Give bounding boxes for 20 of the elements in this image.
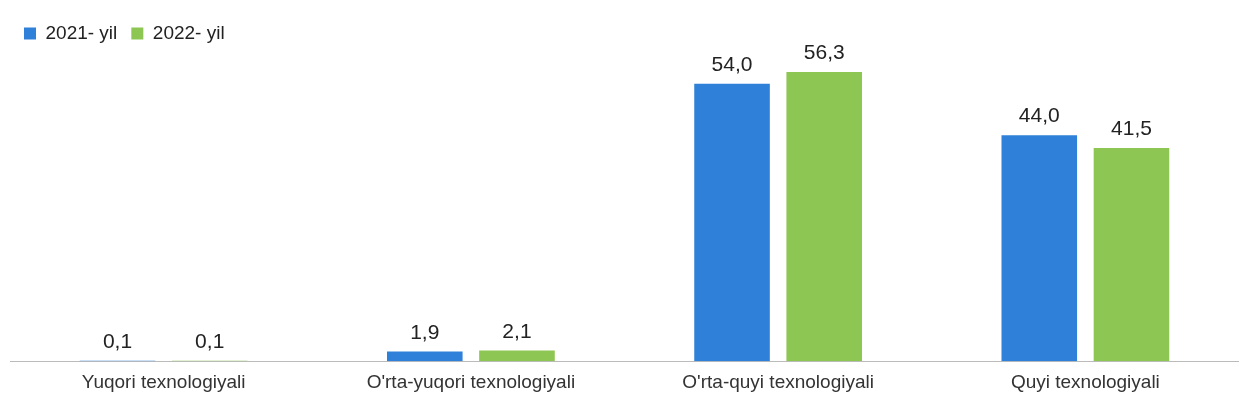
bar — [786, 72, 862, 362]
data-label: 54,0 — [711, 52, 753, 76]
data-label: 1,9 — [410, 319, 440, 343]
legend-label: 2022- yil — [152, 21, 225, 43]
x-tick-label: O'rta-yuqori texnologiyali — [366, 370, 576, 392]
bar — [479, 350, 555, 362]
data-label: 0,1 — [102, 328, 133, 352]
bar — [387, 351, 463, 362]
data-label: 56,3 — [803, 40, 845, 64]
x-tick-label: Quyi texnologiyali — [1010, 370, 1160, 392]
legend-label: 2021- yil — [45, 21, 118, 43]
data-label: 0,1 — [195, 328, 225, 352]
data-label: 41,5 — [1111, 116, 1152, 140]
x-tick-label: O'rta-quyi texnologiyali — [682, 370, 874, 392]
bar — [694, 83, 770, 362]
bar — [1001, 135, 1078, 362]
bar — [1093, 148, 1170, 362]
x-tick-label: Yuqori texnologiyali — [81, 370, 246, 392]
data-label: 44,0 — [1018, 103, 1060, 127]
data-label: 2,1 — [502, 318, 532, 342]
